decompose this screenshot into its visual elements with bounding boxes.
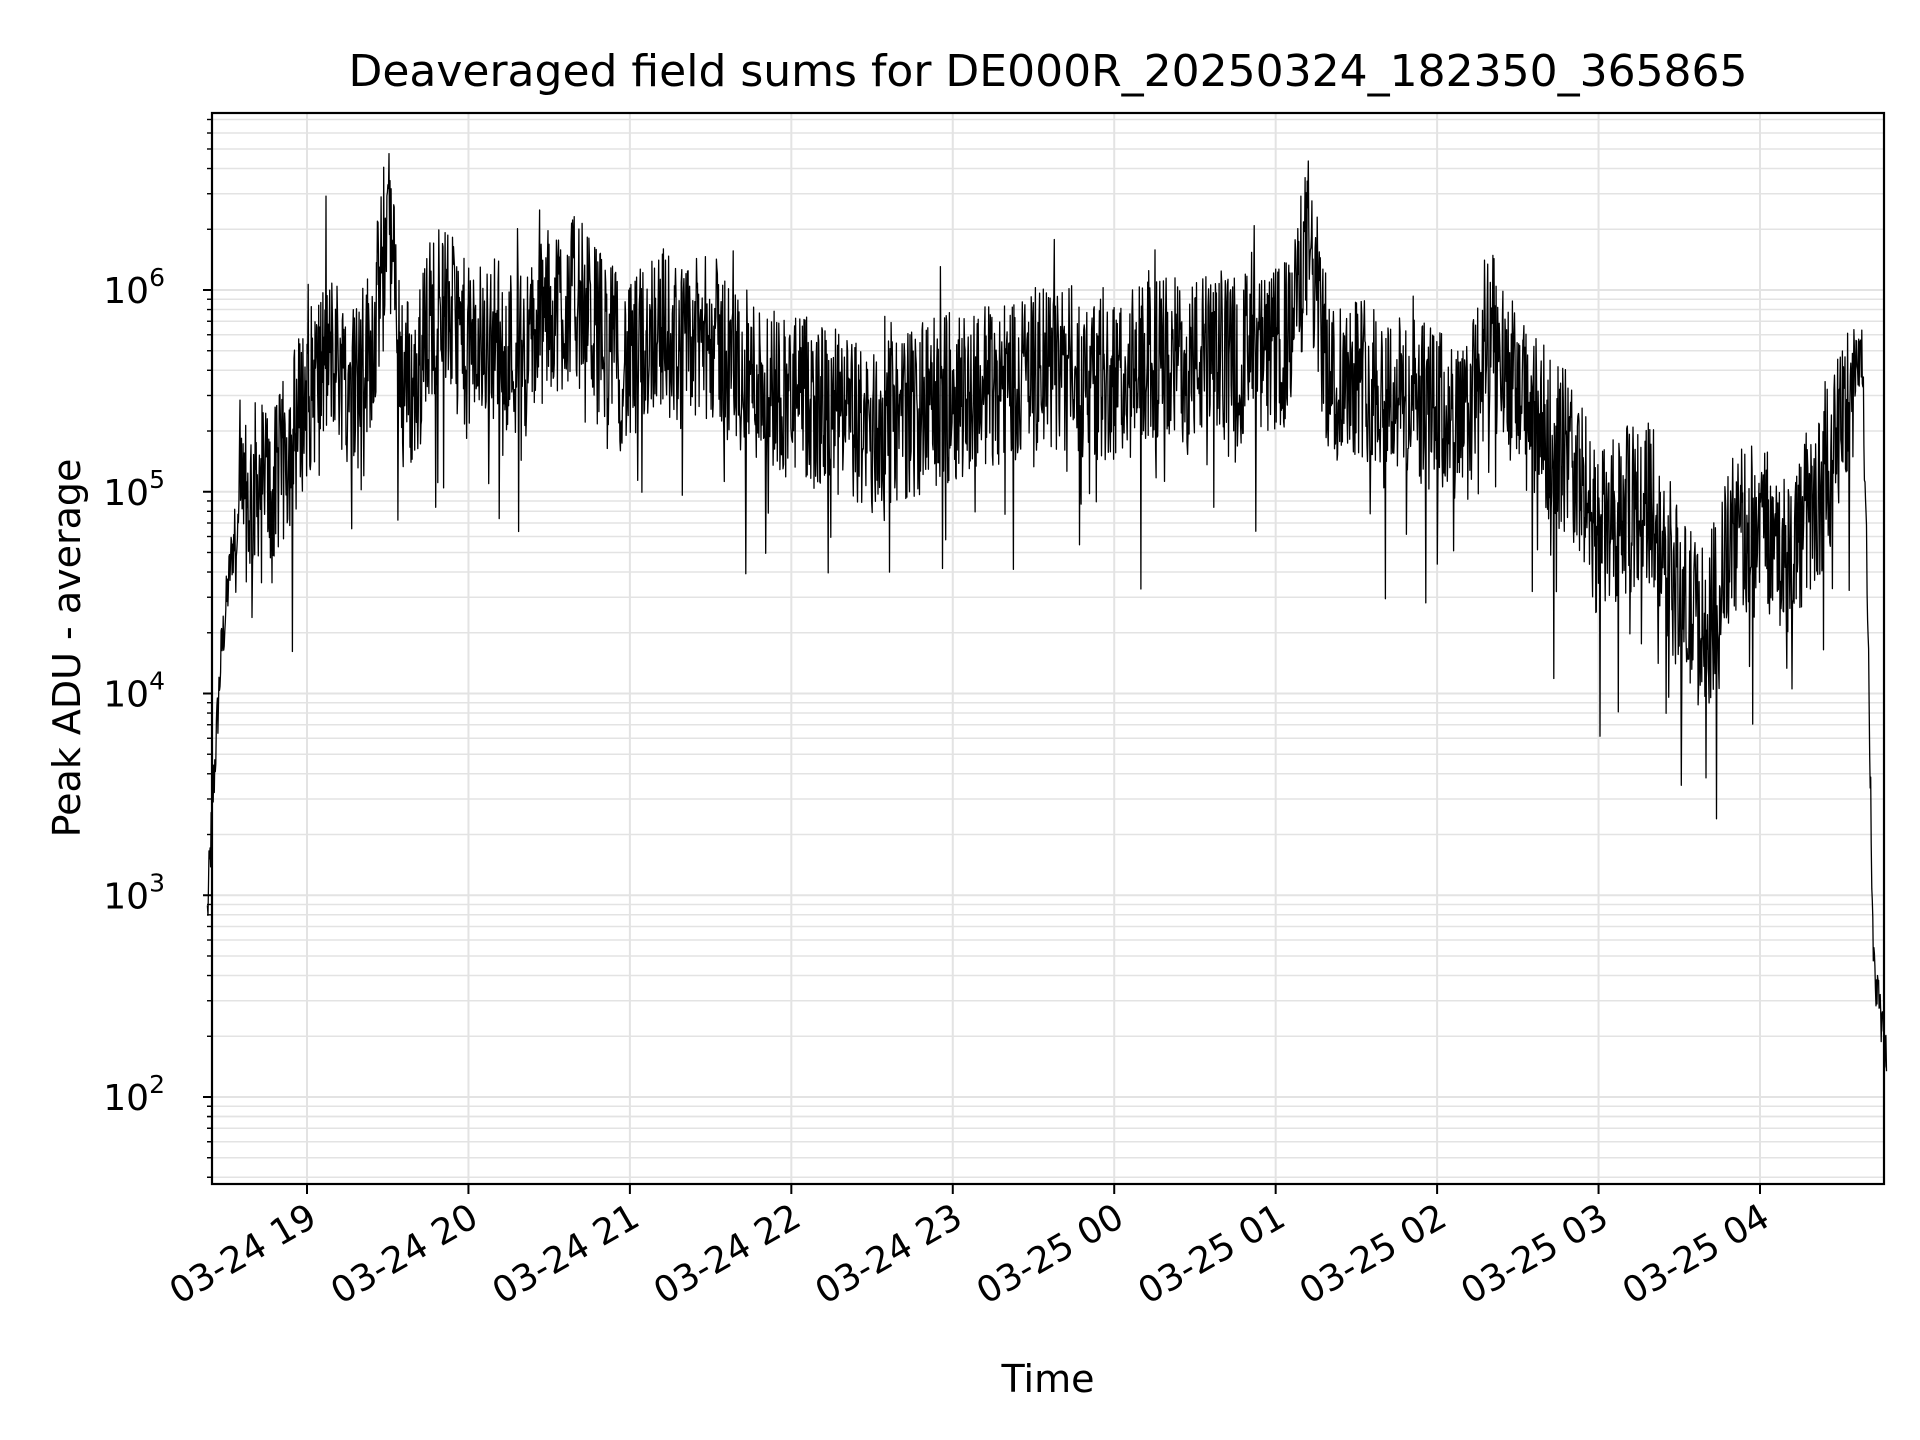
y-tick-label: 104 (103, 667, 165, 716)
y-tick-label: 106 (103, 263, 165, 312)
data-layer (206, 152, 1888, 1072)
y-tick-exponent: 2 (149, 1070, 165, 1099)
y-tick-base: 10 (103, 473, 149, 514)
y-tick-base: 10 (103, 1078, 149, 1119)
y-tick-base: 10 (103, 876, 149, 917)
y-tick-exponent: 6 (149, 263, 165, 292)
y-tick-label: 105 (103, 465, 165, 514)
y-tick-exponent: 5 (149, 465, 165, 494)
y-tick-base: 10 (103, 675, 149, 716)
y-axis-label: Peak ADU - average (45, 459, 89, 838)
series-line (206, 152, 1888, 1072)
x-axis-label: Time (1001, 1357, 1095, 1401)
y-tick-label: 103 (103, 868, 165, 917)
y-tick-label: 102 (103, 1070, 165, 1119)
y-tick-exponent: 4 (149, 667, 165, 696)
chart-title: Deaveraged field sums for DE000R_2025032… (348, 46, 1747, 97)
y-tick-base: 10 (103, 271, 149, 312)
y-tick-exponent: 3 (149, 868, 165, 897)
plot-frame (210, 111, 1886, 1186)
